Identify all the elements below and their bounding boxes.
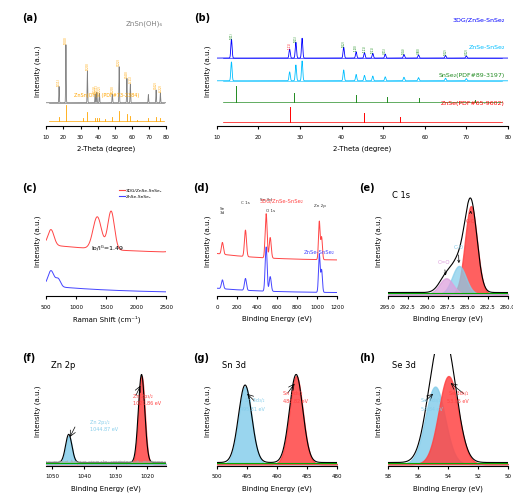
X-axis label: Binding Energy (eV): Binding Energy (eV) <box>71 484 141 490</box>
Y-axis label: Intensity (a.u.): Intensity (a.u.) <box>34 384 41 436</box>
Text: Sn 3d: Sn 3d <box>222 360 246 369</box>
Text: ZnSe(PDF#65-9602): ZnSe(PDF#65-9602) <box>441 101 505 106</box>
Text: Zn 2p₃/₂: Zn 2p₃/₂ <box>133 393 153 398</box>
X-axis label: 2-Theta (degree): 2-Theta (degree) <box>333 145 391 151</box>
X-axis label: Binding Energy (eV): Binding Energy (eV) <box>242 484 312 490</box>
Text: (111): (111) <box>57 78 61 86</box>
X-axis label: Binding Energy (eV): Binding Energy (eV) <box>413 484 483 490</box>
Text: (511): (511) <box>128 75 132 83</box>
Text: (442): (442) <box>154 81 158 89</box>
Text: (440): (440) <box>125 70 129 78</box>
Text: (301): (301) <box>383 47 387 54</box>
Text: ZnSe-SnSe₂: ZnSe-SnSe₂ <box>304 249 334 255</box>
Text: (110): (110) <box>354 45 358 51</box>
Text: (002): (002) <box>444 48 447 55</box>
Y-axis label: Intensity (a.u.): Intensity (a.u.) <box>34 215 41 266</box>
Legend: 3DG/ZnSe-SnSe₂, ZnSe-SnSe₂: 3DG/ZnSe-SnSe₂, ZnSe-SnSe₂ <box>117 187 164 201</box>
Text: (111): (111) <box>288 42 292 49</box>
Text: 1021.86 eV: 1021.86 eV <box>133 400 161 405</box>
X-axis label: Raman Shift (cm⁻¹): Raman Shift (cm⁻¹) <box>72 315 140 322</box>
Text: C 1s: C 1s <box>241 201 250 205</box>
Text: (001): (001) <box>229 32 233 39</box>
Text: (220): (220) <box>85 62 89 70</box>
Text: Se 3d₅/₂: Se 3d₅/₂ <box>449 390 469 395</box>
X-axis label: Binding Energy (eV): Binding Energy (eV) <box>413 315 483 321</box>
Text: O 1s: O 1s <box>266 208 275 212</box>
Text: (c): (c) <box>22 182 37 192</box>
Text: 3DG/ZnSe-SnSe₂: 3DG/ZnSe-SnSe₂ <box>452 17 505 22</box>
Text: ZnSn(OH)₆ (PDF#73-2384): ZnSn(OH)₆ (PDF#73-2384) <box>74 93 139 98</box>
Y-axis label: Intensity (a.u.): Intensity (a.u.) <box>34 45 41 97</box>
Text: (d): (d) <box>193 182 209 192</box>
Text: (422): (422) <box>117 58 121 66</box>
Text: 486.82 eV: 486.82 eV <box>283 399 308 404</box>
Text: (311): (311) <box>95 84 99 91</box>
Text: C=O: C=O <box>437 260 450 275</box>
Text: (211): (211) <box>371 46 375 53</box>
Text: 54.84 eV: 54.84 eV <box>421 406 443 411</box>
Text: (200): (200) <box>64 36 68 44</box>
Text: (622): (622) <box>159 84 163 92</box>
Text: Iᴅ/Iᴳ=1.49: Iᴅ/Iᴳ=1.49 <box>92 245 124 250</box>
Text: (004): (004) <box>402 47 406 54</box>
Text: (302): (302) <box>464 49 468 55</box>
X-axis label: Binding Energy (eV): Binding Energy (eV) <box>242 315 312 321</box>
Text: Se
3d: Se 3d <box>220 206 225 215</box>
Text: (313): (313) <box>93 85 97 93</box>
Text: C-O: C-O <box>453 245 463 263</box>
Text: (011): (011) <box>294 35 298 42</box>
Text: Se 3d: Se 3d <box>392 360 417 369</box>
Text: Zn 2p₁/₂: Zn 2p₁/₂ <box>90 419 110 424</box>
Text: (420): (420) <box>110 85 114 93</box>
X-axis label: 2-Theta (degree): 2-Theta (degree) <box>77 145 135 151</box>
Text: Sn 3d₅/₂: Sn 3d₅/₂ <box>283 390 303 395</box>
Text: (012): (012) <box>342 40 346 47</box>
Text: (b): (b) <box>193 13 210 23</box>
Text: (h): (h) <box>359 352 375 362</box>
Text: 495.31 eV: 495.31 eV <box>240 406 265 411</box>
Text: SnSe₂(PDF#89-3197): SnSe₂(PDF#89-3197) <box>439 73 505 78</box>
Text: (222): (222) <box>97 85 102 93</box>
Text: (e): (e) <box>359 182 374 192</box>
Text: Zn 2p: Zn 2p <box>51 360 75 369</box>
Y-axis label: Intensity (a.u.): Intensity (a.u.) <box>205 215 211 266</box>
Text: Zn 2p: Zn 2p <box>314 203 326 207</box>
Text: ZnSe-SnSe₂: ZnSe-SnSe₂ <box>468 45 505 50</box>
Text: 53.95 eV: 53.95 eV <box>447 399 469 404</box>
Text: ZnSn(OH)₆: ZnSn(OH)₆ <box>126 21 163 27</box>
Text: 3DG/ZnSe-SnSe₂: 3DG/ZnSe-SnSe₂ <box>260 198 304 203</box>
Text: (a): (a) <box>22 13 37 23</box>
Text: 1044.87 eV: 1044.87 eV <box>90 426 119 431</box>
Text: Se 3d₃/₂: Se 3d₃/₂ <box>421 397 440 402</box>
Text: (111): (111) <box>363 45 366 52</box>
Y-axis label: Intensity (a.u.): Intensity (a.u.) <box>376 215 382 266</box>
Y-axis label: Intensity (a.u.): Intensity (a.u.) <box>205 384 211 436</box>
Text: Sn 3d₃/₂: Sn 3d₃/₂ <box>246 397 265 402</box>
Text: (f): (f) <box>22 352 35 362</box>
Text: Sn 3d: Sn 3d <box>260 197 272 201</box>
Text: C 1s: C 1s <box>392 190 410 199</box>
Text: C-C: C-C <box>465 212 475 223</box>
Y-axis label: Intensity (a.u.): Intensity (a.u.) <box>376 384 382 436</box>
Text: (g): (g) <box>193 352 209 362</box>
Y-axis label: Intensity (a.u.): Intensity (a.u.) <box>205 45 211 97</box>
Text: (380): (380) <box>417 48 421 54</box>
